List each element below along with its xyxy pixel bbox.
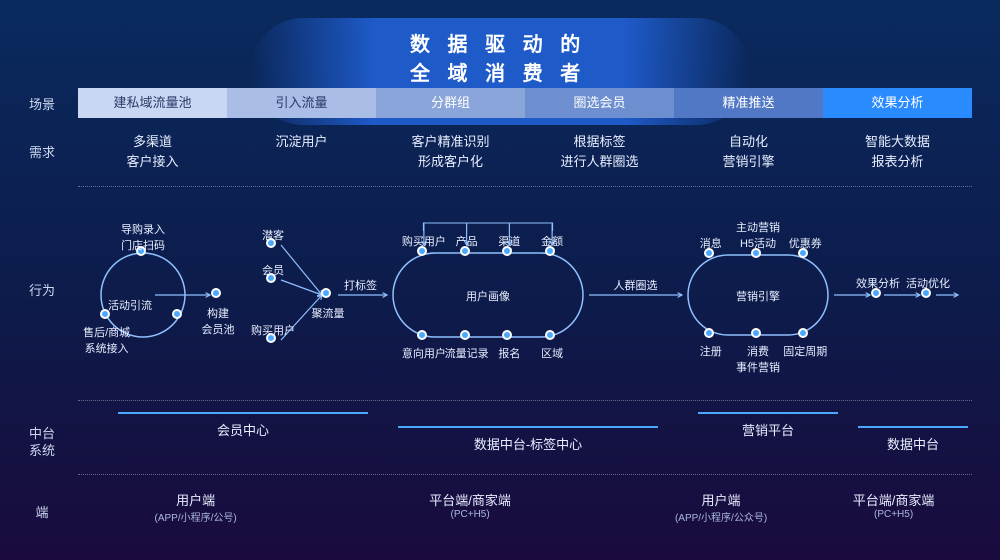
diagram-label: 活动引流 bbox=[108, 297, 152, 313]
node-dot bbox=[704, 328, 714, 338]
divider bbox=[78, 400, 972, 401]
platform-underline bbox=[398, 426, 658, 428]
end-sub: (PC+H5) bbox=[313, 509, 627, 520]
end-title: 平台端/商家端 bbox=[815, 490, 972, 509]
node-dot bbox=[211, 288, 221, 298]
platform-3: 数据中台 bbox=[858, 432, 968, 453]
platform-2: 营销平台 bbox=[698, 418, 838, 439]
platforms-row: 会员中心数据中台-标签中心 营销平台数据中台 bbox=[78, 418, 972, 464]
node-dot bbox=[502, 330, 512, 340]
row-label-scene: 场景 bbox=[22, 94, 62, 113]
platform-underline bbox=[118, 412, 368, 414]
diagram-label: 购买用户 bbox=[233, 322, 313, 338]
end-sub: (PC+H5) bbox=[815, 509, 972, 520]
end-sub: (APP/小程序/公号) bbox=[78, 509, 313, 524]
diagram-label: 营销引擎 bbox=[718, 288, 798, 304]
tab-0: 建私域流量池 bbox=[78, 88, 227, 118]
end-title: 用户端 bbox=[78, 490, 313, 509]
tab-2: 分群组 bbox=[376, 88, 525, 118]
tab-4: 精准推送 bbox=[674, 88, 823, 118]
diagram-label: 固定周期 bbox=[765, 343, 845, 359]
platform-underline bbox=[858, 426, 968, 428]
divider bbox=[78, 474, 972, 475]
node-dot bbox=[460, 330, 470, 340]
tab-1: 引入流量 bbox=[227, 88, 376, 118]
behavior-diagram: 导购录入 门店扫码活动引流售后/商城 系统接入构建 会员池潜客会员购买用户聚流量… bbox=[78, 200, 972, 390]
platform-0: 会员中心 bbox=[118, 418, 368, 439]
diagram-label: 聚流量 bbox=[288, 305, 368, 321]
end-0: 用户端(APP/小程序/公号) bbox=[78, 490, 313, 540]
diagram-label: 会员 bbox=[233, 262, 313, 278]
end-2: 用户端(APP/小程序/公众号) bbox=[627, 490, 815, 540]
diagram-label: 事件营销 bbox=[718, 359, 798, 375]
diagram-label: 活动优化 bbox=[888, 275, 968, 291]
node-dot bbox=[545, 330, 555, 340]
end-sub: (APP/小程序/公众号) bbox=[627, 509, 815, 524]
diagram-label: 售后/商城 系统接入 bbox=[67, 324, 147, 356]
need-3: 根据标签 进行人群圈选 bbox=[525, 132, 674, 176]
node-dot bbox=[751, 328, 761, 338]
diagram-label: 金额 bbox=[512, 233, 592, 249]
row-label-behavior: 行为 bbox=[22, 280, 62, 299]
diagram-label: 主动营销 bbox=[718, 219, 798, 235]
tab-5: 效果分析 bbox=[823, 88, 972, 118]
need-2: 客户精准识别 形成客户化 bbox=[376, 132, 525, 176]
need-4: 自动化 营销引擎 bbox=[674, 132, 823, 176]
platform-underline bbox=[698, 412, 838, 414]
end-3: 平台端/商家端(PC+H5) bbox=[815, 490, 972, 540]
need-1: 沉淀用户 bbox=[227, 132, 376, 176]
diagram-label: 区域 bbox=[512, 345, 592, 361]
platform-label: 数据中台 bbox=[858, 432, 968, 453]
scene-tabs: 建私域流量池引入流量分群组圈选会员精准推送效果分析 bbox=[78, 88, 972, 118]
row-label-midsystem: 中台 系统 bbox=[22, 426, 62, 460]
diagram-label: 导购录入 门店扫码 bbox=[103, 221, 183, 253]
diagram-label: 用户画像 bbox=[448, 288, 528, 304]
node-dot bbox=[417, 330, 427, 340]
platform-1: 数据中台-标签中心 bbox=[398, 432, 658, 453]
needs-row: 多渠道 客户接入沉淀用户客户精准识别 形成客户化根据标签 进行人群圈选自动化 营… bbox=[78, 132, 972, 176]
ends-row: 用户端(APP/小程序/公号)平台端/商家端(PC+H5)用户端(APP/小程序… bbox=[78, 490, 972, 540]
need-5: 智能大数据 报表分析 bbox=[823, 132, 972, 176]
need-0: 多渠道 客户接入 bbox=[78, 132, 227, 176]
diagram-label: 潜客 bbox=[233, 227, 313, 243]
diagram-label: 打标签 bbox=[321, 277, 401, 293]
end-title: 平台端/商家端 bbox=[313, 490, 627, 509]
platform-label: 营销平台 bbox=[698, 418, 838, 439]
diagram-label: 优惠券 bbox=[765, 235, 845, 251]
row-label-end: 端 bbox=[22, 502, 62, 521]
end-1: 平台端/商家端(PC+H5) bbox=[313, 490, 627, 540]
tab-3: 圈选会员 bbox=[525, 88, 674, 118]
node-dot bbox=[100, 309, 110, 319]
platform-label: 数据中台-标签中心 bbox=[398, 432, 658, 453]
platform-label: 会员中心 bbox=[118, 418, 368, 439]
diagram-label: 人群圈选 bbox=[596, 277, 676, 293]
row-label-need: 需求 bbox=[22, 142, 62, 161]
node-dot bbox=[798, 328, 808, 338]
end-title: 用户端 bbox=[627, 490, 815, 509]
divider bbox=[78, 186, 972, 187]
